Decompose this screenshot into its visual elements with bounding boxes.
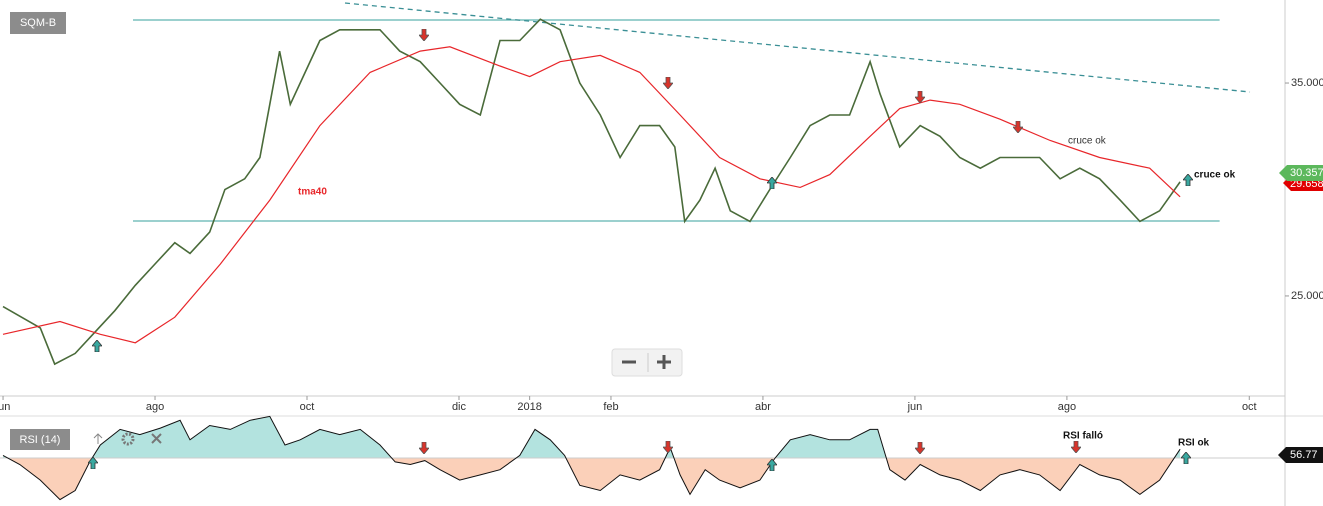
rsi-badge[interactable] [10, 429, 70, 450]
x-tick-label: abr [755, 401, 771, 413]
series-line [2, 46, 1181, 344]
price-last-label: 30.357 [1290, 167, 1323, 179]
annotation: RSI ok [1178, 438, 1210, 449]
rsi-title: RSI (14) [20, 434, 61, 446]
move-icon[interactable] [93, 433, 103, 444]
x-tick-label: 2018 [517, 401, 541, 413]
close-icon[interactable] [151, 433, 162, 444]
rsi-area-above [3, 416, 1181, 458]
settings-icon[interactable] [121, 432, 135, 446]
rsi-line [2, 415, 1181, 501]
rsi-last-label: 56.77 [1290, 449, 1318, 461]
x-tick-label: jun [0, 401, 10, 413]
x-tick-label: jun [907, 401, 923, 413]
x-tick-label: oct [300, 401, 315, 413]
x-tick-label: dic [452, 401, 467, 413]
symbol-badge [10, 12, 66, 34]
series-line [2, 18, 1181, 366]
zoom-in[interactable] [657, 355, 671, 369]
annotation: cruce ok [1068, 136, 1107, 147]
x-tick-label: oct [1242, 401, 1257, 413]
x-tick-label: ago [146, 401, 164, 413]
price-tag [1279, 165, 1323, 181]
annotation: RSI falló [1063, 431, 1103, 442]
ma-label: tma40 [298, 187, 327, 198]
rsi-tag [1278, 447, 1323, 463]
y-tick-label: 25.000 [1291, 290, 1323, 302]
x-tick-label: ago [1058, 401, 1076, 413]
rsi-area-below [3, 458, 1181, 500]
signal-arrows [88, 29, 1193, 471]
annotation: cruce ok [1194, 170, 1236, 181]
y-tick-label: 35.000 [1291, 77, 1323, 89]
level-line [344, 2, 1251, 93]
x-tick-label: feb [603, 401, 618, 413]
symbol-title: SQM-B [20, 17, 56, 29]
